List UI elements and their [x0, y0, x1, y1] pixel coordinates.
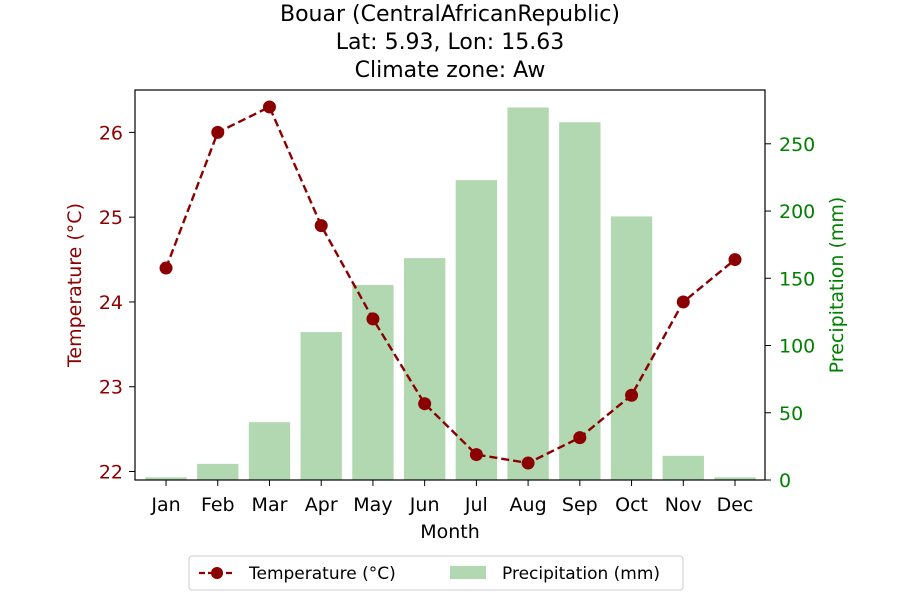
- temp-point-nov: [676, 295, 690, 309]
- precip-bar-mar: [248, 422, 291, 480]
- y-right-tick-label: 0: [779, 470, 791, 492]
- y-axis-left-label: Temperature (°C): [64, 203, 86, 368]
- x-tick-label-aug: Aug: [510, 494, 547, 516]
- y-right-tick-label: 100: [779, 336, 815, 358]
- y-left-tick-label: 22: [99, 462, 123, 484]
- x-tick-label-nov: Nov: [665, 494, 702, 516]
- y-left-tick-label: 24: [99, 292, 123, 314]
- x-axis-label: Month: [420, 521, 480, 543]
- x-tick-label-oct: Oct: [615, 494, 648, 516]
- temp-point-jun: [418, 397, 432, 411]
- y-left-tick-label: 25: [99, 207, 123, 229]
- legend-temperature-label: Temperature (°C): [248, 564, 396, 584]
- precip-bar-apr: [300, 332, 342, 480]
- temp-point-aug: [521, 456, 535, 470]
- x-axis: Jan Feb Mar Apr May Jun Jul Aug Sep Oct Nov Dec: [150, 480, 753, 516]
- x-tick-label-dec: Dec: [717, 494, 754, 516]
- chart-title-line-3: Climate zone: Aw: [355, 58, 546, 83]
- legend-frame: [188, 555, 684, 591]
- y-axis-temperature: 22 23 24 25 26: [99, 122, 135, 484]
- y-axis-precipitation: 0 50 100 150 200 250: [765, 134, 815, 492]
- temp-point-oct: [625, 388, 639, 402]
- temp-point-jan: [159, 261, 173, 275]
- plot-frame: [134, 89, 766, 481]
- x-tick-label-sep: Sep: [562, 494, 598, 516]
- precip-bar-dec: [714, 477, 756, 480]
- y-right-tick-label: 200: [779, 201, 815, 223]
- x-tick-label-mar: Mar: [252, 494, 288, 516]
- temperature-line: [164, 105, 736, 465]
- y-right-tick-label: 150: [779, 268, 815, 290]
- y-axis-right-label: Precipitation (mm): [826, 197, 848, 374]
- temperature-series: [159, 100, 742, 470]
- legend: Temperature (°C) Precipitation (mm): [188, 555, 684, 591]
- precip-bar-feb: [197, 463, 239, 480]
- temp-point-sep: [573, 431, 587, 445]
- legend-precipitation-swatch: [450, 566, 486, 579]
- chart-title-line-1: Bouar (CentralAfricanRepublic): [280, 2, 620, 27]
- y-right-tick-label: 50: [779, 403, 803, 425]
- temp-point-feb: [211, 125, 225, 139]
- temp-point-apr: [314, 219, 328, 233]
- temp-point-jul: [469, 448, 483, 462]
- temp-point-dec: [728, 253, 742, 267]
- precip-bar-nov: [662, 455, 704, 480]
- y-left-tick-label: 23: [99, 377, 123, 399]
- legend-precipitation-label: Precipitation (mm): [502, 564, 660, 584]
- precip-bar-jan: [145, 477, 187, 480]
- x-tick-label-jan: Jan: [150, 494, 180, 516]
- y-left-tick-label: 26: [99, 122, 123, 144]
- temp-point-may: [366, 312, 380, 326]
- x-tick-label-may: May: [353, 494, 392, 516]
- x-tick-label-feb: Feb: [201, 494, 235, 516]
- precip-bar-sep: [559, 122, 601, 480]
- precip-bar-aug: [507, 107, 549, 480]
- chart-title-line-2: Lat: 5.93, Lon: 15.63: [336, 30, 564, 55]
- precip-bar-jul: [455, 180, 498, 480]
- x-tick-label-jun: Jun: [409, 494, 440, 516]
- legend-temperature-marker: [211, 567, 223, 579]
- temp-point-mar: [262, 100, 276, 114]
- precip-bar-oct: [610, 216, 653, 480]
- x-tick-label-apr: Apr: [305, 494, 338, 516]
- precipitation-bars: [145, 107, 756, 480]
- x-tick-label-jul: Jul: [464, 494, 488, 516]
- y-right-tick-label: 250: [779, 134, 815, 156]
- precip-bar-jun: [403, 258, 446, 480]
